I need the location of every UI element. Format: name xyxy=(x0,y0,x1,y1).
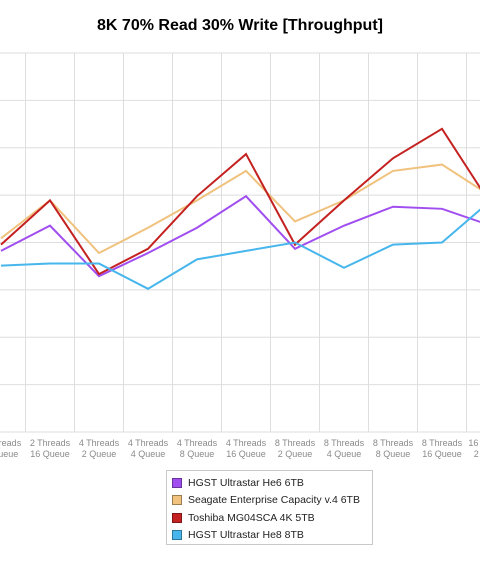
legend-item: Seagate Enterprise Capacity v.4 6TB xyxy=(172,492,372,510)
x-tick-label: 4 Threads 8 Queue xyxy=(177,438,218,459)
legend-swatch xyxy=(172,477,182,488)
series-lines xyxy=(0,127,480,290)
x-tick-label: 8 Threads 8 Queue xyxy=(373,438,414,459)
x-tick-label: 4 Threads 2 Queue xyxy=(79,438,120,459)
legend-label: Toshiba MG04SCA 4K 5TB xyxy=(188,511,315,524)
x-tick-label: 4 Threads 4 Queue xyxy=(128,438,169,459)
series-line-1 xyxy=(0,163,480,255)
legend-label: HGST Ultrastar He8 8TB xyxy=(188,529,304,542)
legend-swatch xyxy=(172,530,182,541)
series-line-2 xyxy=(0,127,480,276)
x-tick-label: 4 Threads 16 Queue xyxy=(226,438,267,459)
legend-item: HGST Ultrastar He6 6TB xyxy=(172,474,372,492)
chart-title: 8K 70% Read 30% Write [Throughput] xyxy=(97,17,383,34)
x-tick-label: 2 Threads 16 Queue xyxy=(30,438,71,459)
series-line-3 xyxy=(0,208,480,290)
legend-label: HGST Ultrastar He6 6TB xyxy=(188,476,304,489)
legend-swatch xyxy=(172,495,182,506)
legend-item: Toshiba MG04SCA 4K 5TB xyxy=(172,509,372,527)
legend-swatch xyxy=(172,512,182,523)
legend-label: Seagate Enterprise Capacity v.4 6TB xyxy=(188,494,360,507)
x-tick-label: 8 Threads 4 Queue xyxy=(324,438,365,459)
x-tick-label: 8 Threads 16 Queue xyxy=(422,438,463,459)
x-tick-label: 8 Threads 2 Queue xyxy=(275,438,316,459)
legend-item: HGST Ultrastar He8 8TB xyxy=(172,527,372,545)
legend: HGST Ultrastar He6 6TB Seagate Enterprise… xyxy=(166,470,373,545)
grid-lines xyxy=(0,52,480,433)
series-line-0 xyxy=(0,194,480,278)
